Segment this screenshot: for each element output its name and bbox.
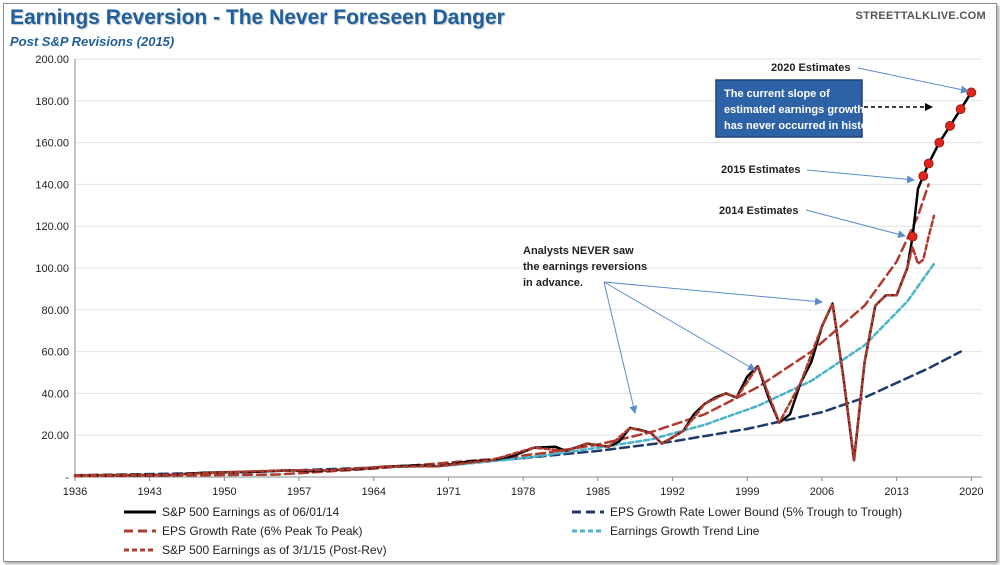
estimate-marker bbox=[923, 158, 934, 169]
y-tick-label: 60.00 bbox=[41, 347, 69, 359]
estimate-markers bbox=[907, 87, 977, 242]
y-tick-label: 40.00 bbox=[41, 388, 69, 400]
x-tick-label: 1957 bbox=[287, 486, 311, 498]
x-tick-label: 2020 bbox=[959, 486, 983, 498]
x-tick-label: 1978 bbox=[511, 486, 535, 498]
x-tick-label: 1971 bbox=[436, 486, 460, 498]
annotation-2014-estimates: 2014 Estimates bbox=[719, 205, 799, 217]
series-line-1 bbox=[73, 183, 930, 478]
x-tick-label: 1985 bbox=[586, 486, 610, 498]
legend: S&P 500 Earnings as of 06/01/14 EPS Grow… bbox=[124, 505, 902, 557]
legend-label-trend-line: Earnings Growth Trend Line bbox=[610, 524, 760, 538]
series-line-4 bbox=[372, 262, 936, 469]
annotation-2015-estimates: 2015 Estimates bbox=[721, 164, 801, 176]
annotation-analysts-line3: in advance. bbox=[523, 277, 583, 289]
series-lines bbox=[73, 91, 973, 478]
annotation-2020-estimates: 2020 Estimates bbox=[771, 62, 851, 74]
estimate-marker bbox=[955, 104, 966, 115]
arrow-analysts-1990 bbox=[603, 281, 638, 414]
x-tick-label: 2013 bbox=[884, 486, 908, 498]
x-tick-label: 1999 bbox=[735, 486, 759, 498]
series-line-2 bbox=[73, 214, 936, 477]
x-tick-label: 1964 bbox=[362, 486, 386, 498]
arrow-analysts-2007 bbox=[603, 281, 823, 306]
legend-label-post-rev: S&P 500 Earnings as of 3/1/15 (Post-Rev) bbox=[162, 543, 387, 557]
slope-callout-line3: has never occurred in history. bbox=[724, 120, 880, 132]
legend-label-eps-peak: EPS Growth Rate (6% Peak To Peak) bbox=[162, 524, 363, 538]
legend-item-sp500-earnings: S&P 500 Earnings as of 06/01/14 bbox=[124, 505, 340, 519]
y-tick-label: 200.00 bbox=[35, 54, 69, 66]
slope-callout-line1: The current slope of bbox=[724, 88, 830, 100]
arrow-2020-estimates bbox=[857, 67, 969, 94]
estimate-marker bbox=[907, 231, 918, 242]
y-tick-label: 120.00 bbox=[35, 221, 69, 233]
annotation-analysts-line1: Analysts NEVER saw bbox=[523, 245, 634, 257]
estimate-marker bbox=[945, 120, 955, 131]
y-tick-label: 20.00 bbox=[41, 430, 69, 442]
slope-callout-line2: estimated earnings growth bbox=[724, 104, 864, 116]
estimate-marker bbox=[918, 171, 929, 181]
legend-item-lower-bound: EPS Growth Rate Lower Bound (5% Trough t… bbox=[572, 505, 902, 519]
x-tick-label: 1936 bbox=[63, 486, 87, 498]
slope-callout-box bbox=[715, 79, 863, 138]
y-tick-label: - bbox=[65, 472, 69, 484]
x-tick-label: 1950 bbox=[212, 486, 236, 498]
estimate-marker bbox=[934, 137, 945, 148]
chart-title: Earnings Reversion - The Never Foreseen … bbox=[10, 6, 505, 29]
x-tick-label: 1992 bbox=[660, 486, 684, 498]
y-tick-label: 160.00 bbox=[35, 138, 69, 150]
legend-label-sp500-earnings: S&P 500 Earnings as of 06/01/14 bbox=[162, 505, 340, 519]
arrow-2014-estimates bbox=[805, 209, 906, 239]
legend-item-post-rev: S&P 500 Earnings as of 3/1/15 (Post-Rev) bbox=[124, 543, 387, 557]
arrow-2015-estimates bbox=[806, 169, 915, 184]
y-tick-label: 100.00 bbox=[35, 263, 69, 275]
y-tick-label: 140.00 bbox=[35, 179, 69, 191]
x-tick-labels: 1936 1943 1950 1957 1964 1971 1978 1985 1992 1999… bbox=[63, 477, 984, 498]
brand-watermark: STREETTALKLIVE.COM bbox=[855, 10, 986, 22]
legend-label-lower-bound: EPS Growth Rate Lower Bound (5% Trough t… bbox=[610, 505, 902, 519]
x-tick-label: 2006 bbox=[810, 486, 834, 498]
legend-item-trend-line: Earnings Growth Trend Line bbox=[572, 524, 760, 538]
annotations: 2020 Estimates 2015 Estimates 2014 Estim… bbox=[523, 62, 969, 414]
x-tick-label: 1943 bbox=[137, 486, 161, 498]
arrow-analysts-2000 bbox=[603, 281, 756, 371]
estimate-marker bbox=[966, 87, 977, 98]
legend-item-eps-peak: EPS Growth Rate (6% Peak To Peak) bbox=[124, 524, 363, 538]
y-tick-labels: - 20.00 40.00 60.00 80.00 100.00 120.00 140.00 1… bbox=[35, 54, 69, 484]
annotation-analysts-line2: the earnings reversions bbox=[523, 261, 647, 273]
chart-subtitle: Post S&P Revisions (2015) bbox=[10, 34, 175, 49]
axes bbox=[74, 59, 982, 478]
y-tick-label: 80.00 bbox=[41, 305, 69, 317]
y-tick-label: 180.00 bbox=[35, 96, 69, 108]
